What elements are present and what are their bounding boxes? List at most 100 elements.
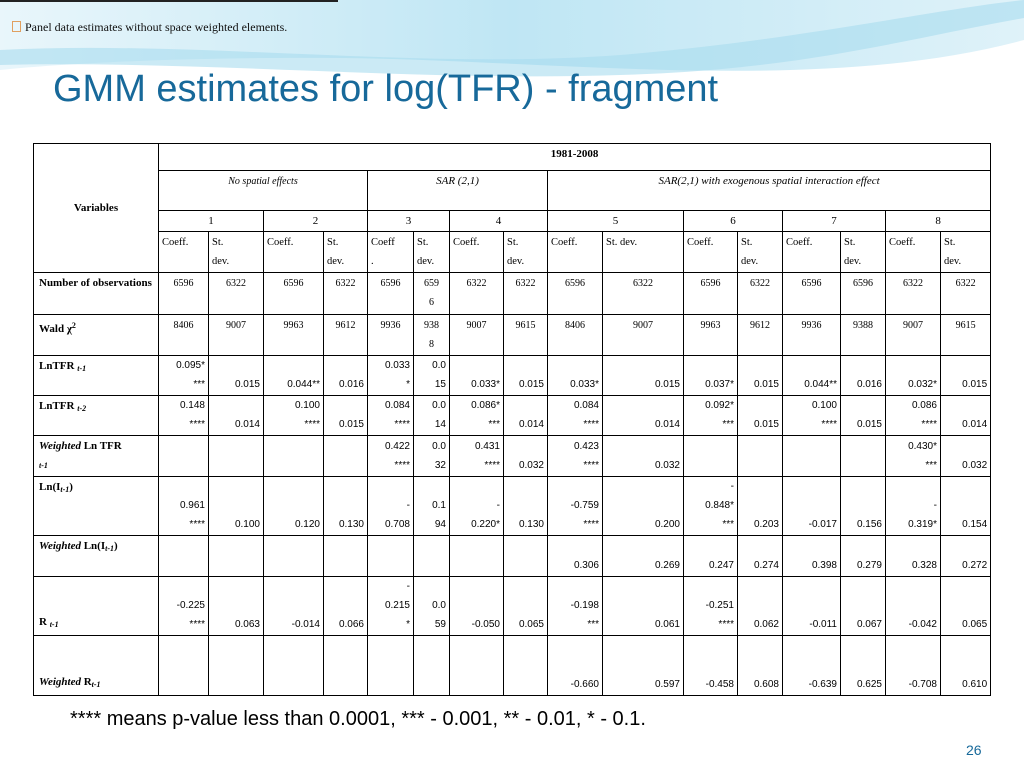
row-label: LnTFR t-2 <box>33 395 159 436</box>
table-cell: 9388 <box>840 314 886 356</box>
group-header: No spatial effects <box>158 170 368 211</box>
table-cell: 0.431 **** <box>449 435 504 477</box>
table-cell: 0.0 14 <box>413 395 450 436</box>
data-row: Number of observations 6596 6322 6596 6322 65… <box>33 272 992 315</box>
row-label: Number of observations <box>33 272 159 315</box>
table-cell: -0.198 *** <box>547 576 603 636</box>
table-cell: 9963 <box>263 314 324 356</box>
table-cell: 0.100 **** <box>782 395 841 436</box>
empty-cell <box>208 535 264 577</box>
table-cell: 9963 <box>683 314 738 356</box>
table-cell: 0.148 **** <box>158 395 209 436</box>
table-cell: -0.660 <box>547 635 603 696</box>
label-part: Number of observations <box>39 277 152 289</box>
empty-cell <box>503 635 548 696</box>
label-part: t-1 <box>77 364 87 373</box>
column-label: Coeff. <box>547 231 603 273</box>
table-cell: 0.015 <box>939 355 992 396</box>
table-cell: 9007 <box>602 314 684 356</box>
table-cell: 6596 <box>263 272 324 315</box>
variables-header: Variables <box>33 143 159 273</box>
table-cell: 6322 <box>323 272 368 315</box>
table-cell: 6596 <box>547 272 603 315</box>
empty-cell <box>323 635 368 696</box>
label-part: Wald χ <box>39 323 72 335</box>
table-cell: 0.306 <box>547 535 603 577</box>
table-cell: 0.086 **** <box>885 395 941 436</box>
table-cell: 6322 <box>737 272 783 315</box>
table-cell: 0.274 <box>737 535 783 577</box>
period-header: 1981-2008 <box>157 143 992 171</box>
label-part: R <box>39 616 50 628</box>
table-cell: 0.610 <box>939 635 992 696</box>
empty-cell <box>503 535 548 577</box>
row-label: Weighted Ln(It-1) <box>33 535 159 577</box>
table-cell: 0.063 <box>208 576 264 636</box>
empty-cell <box>158 435 209 477</box>
table-cell: 9615 <box>939 314 992 356</box>
results-table: Variables 1981-2008 No spatial effects SAR … <box>33 143 992 696</box>
table-cell: -0.251 **** <box>683 576 738 636</box>
table-cell: 0.154 <box>939 476 992 536</box>
table-cell: 0.067 <box>840 576 886 636</box>
column-label: St. dev. <box>602 231 684 273</box>
table-cell: - 0.708 <box>367 476 414 536</box>
table-cell: 6322 <box>208 272 264 315</box>
column-label: Coeff . <box>367 231 414 273</box>
table-cell: 0.084 **** <box>547 395 603 436</box>
table-cell: -0.225 **** <box>158 576 209 636</box>
table-cell: 6596 <box>840 272 886 315</box>
table-cell: 0.092* *** <box>683 395 738 436</box>
table-cell: 938 8 <box>413 314 450 356</box>
model-number: 7 <box>782 210 886 232</box>
table-cell: 0.203 <box>737 476 783 536</box>
row-label: Weighted Ln TFR t-1 <box>33 435 159 477</box>
label-part: Ln(I <box>80 540 106 552</box>
label-part: Weighted <box>39 440 81 452</box>
empty-cell <box>840 435 886 477</box>
column-label: St. dev. <box>323 231 368 273</box>
column-label: St. dev. <box>737 231 783 273</box>
table-cell: 0.032 <box>939 435 992 477</box>
model-number: 2 <box>263 210 368 232</box>
table-cell: 9007 <box>449 314 504 356</box>
label-part: t-1 <box>105 544 115 553</box>
table-cell: 6596 <box>367 272 414 315</box>
background-wave <box>0 0 1024 77</box>
empty-cell <box>737 435 783 477</box>
empty-cell <box>158 635 209 696</box>
table-cell: -0.017 <box>782 476 841 536</box>
table-cell: 0.066 <box>323 576 368 636</box>
empty-cell <box>323 535 368 577</box>
empty-cell <box>449 535 504 577</box>
table-cell: 0.033* <box>547 355 603 396</box>
table-cell: - 0.220* <box>449 476 504 536</box>
column-label: Coeff. <box>449 231 504 273</box>
footnote: **** means p-value less than 0.0001, ***… <box>70 708 646 730</box>
table-cell: 0.422 **** <box>367 435 414 477</box>
table-cell: 0.084 **** <box>367 395 414 436</box>
table-cell: 0.156 <box>840 476 886 536</box>
table-cell: 0.032* <box>885 355 941 396</box>
note-marker <box>12 21 21 32</box>
data-row: LnTFR t-1 0.095* *** 0.015 0.044** 0.016 0.03… <box>33 355 992 396</box>
row-label: Ln(It-1) <box>33 476 159 536</box>
table-cell: 6596 <box>683 272 738 315</box>
table-cell: -0.042 <box>885 576 941 636</box>
table-cell: -0.011 <box>782 576 841 636</box>
slide-note: Panel data estimates without space weigh… <box>12 20 287 35</box>
label-part: Ln(I <box>39 481 61 493</box>
table-cell: 0.016 <box>323 355 368 396</box>
table-cell: 0.037* <box>683 355 738 396</box>
model-number: 1 <box>158 210 264 232</box>
table-cell: 6322 <box>885 272 941 315</box>
column-label: Coeff. <box>263 231 324 273</box>
model-number: 8 <box>884 210 992 232</box>
table-cell: 0.033 * <box>367 355 414 396</box>
empty-cell <box>367 535 414 577</box>
label-part: t-1 <box>91 680 101 689</box>
table-cell: 0.272 <box>939 535 992 577</box>
empty-cell <box>263 535 324 577</box>
